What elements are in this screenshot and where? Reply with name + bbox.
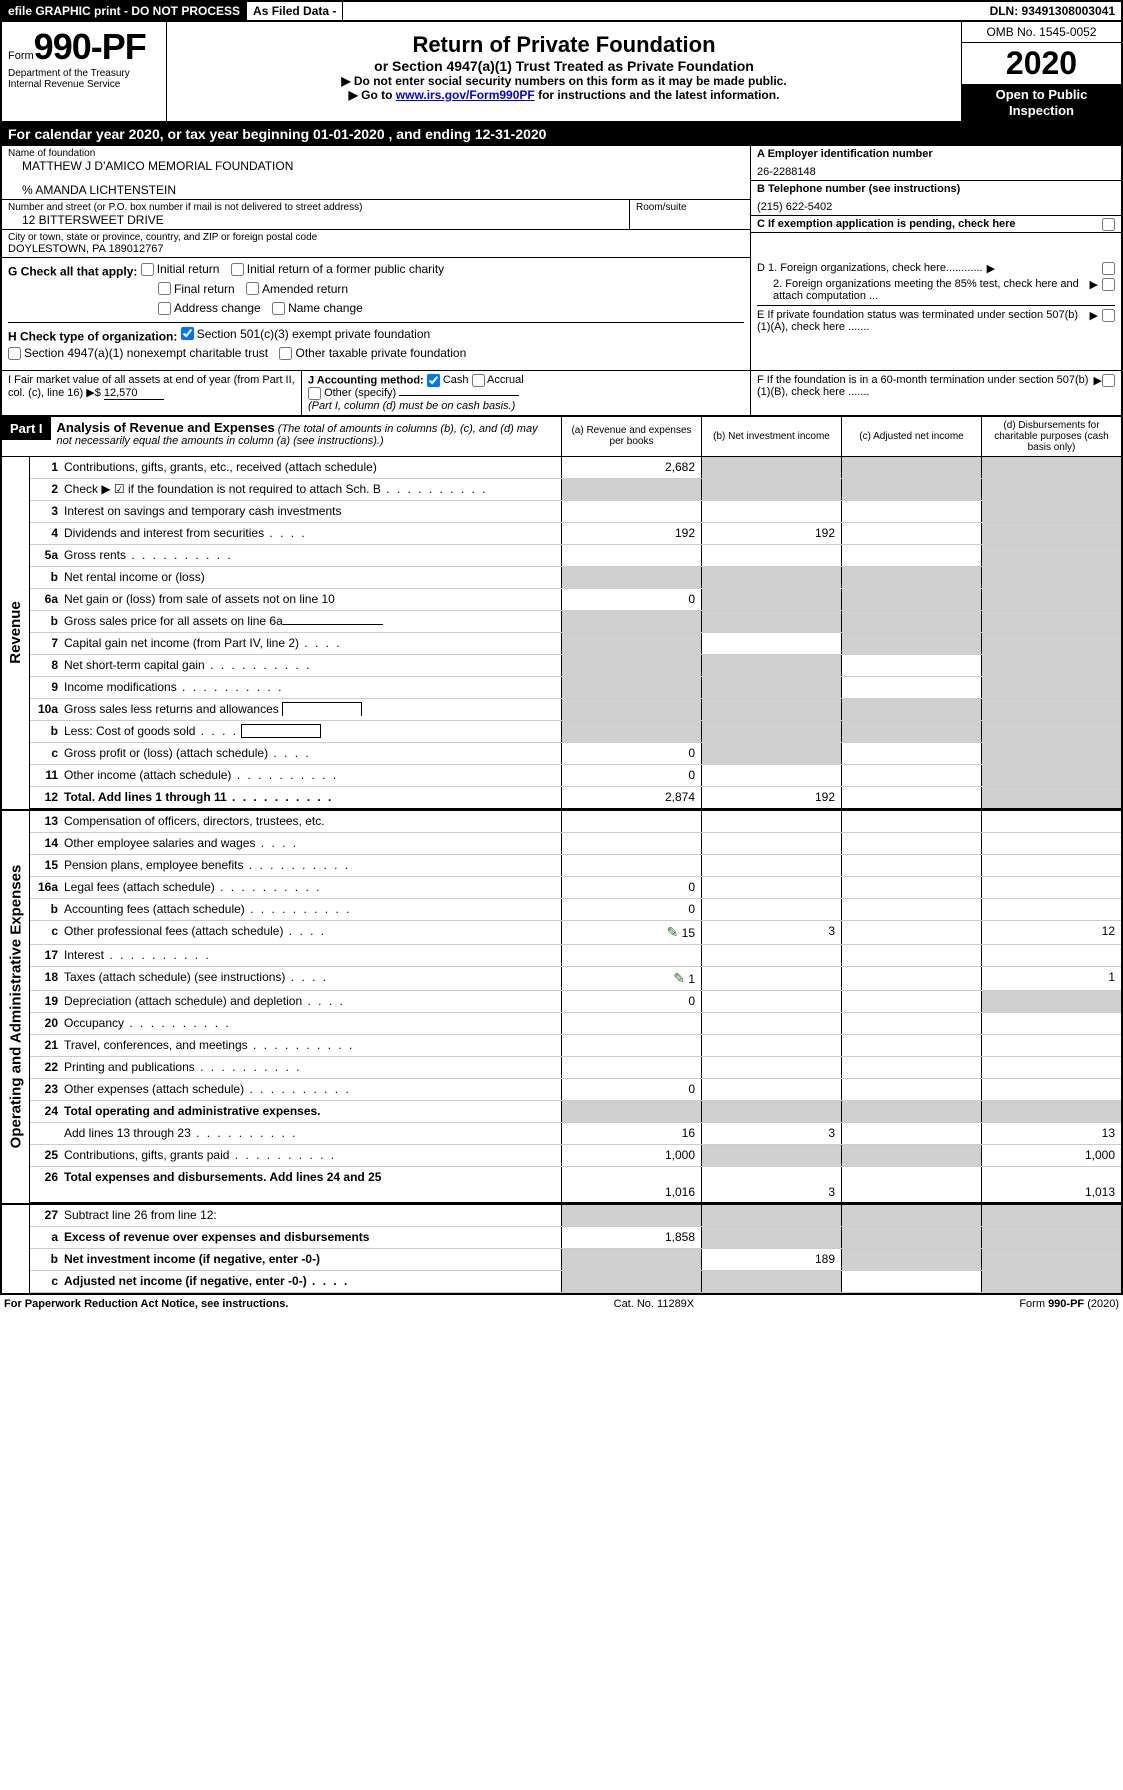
omb-number: OMB No. 1545-0052 [962,22,1121,43]
asfiled-label: As Filed Data - [247,2,343,20]
revenue-section: Revenue 1Contributions, gifts, grants, e… [0,457,1123,811]
h-row: H Check type of organization: Section 50… [8,327,744,344]
public-inspection: Open to Public Inspection [962,84,1121,121]
phone-block: B Telephone number (see instructions) (2… [751,181,1121,216]
g-amended[interactable] [246,282,259,295]
header-left: Form 990-PF Department of the Treasury I… [2,22,167,121]
dept-line1: Department of the Treasury [8,68,160,79]
note-2: ▶ Go to www.irs.gov/Form990PF for instru… [173,88,955,102]
note-1: ▶ Do not enter social security numbers o… [173,74,955,88]
h-4947[interactable] [8,347,21,360]
col-a-head: (a) Revenue and expenses per books [561,417,701,456]
h-501c3[interactable] [181,327,194,340]
h-other[interactable] [279,347,292,360]
dept-line2: Internal Revenue Service [8,79,160,90]
j-other[interactable] [308,387,321,400]
part1-header: Part I Analysis of Revenue and Expenses … [0,417,1123,457]
top-bar: efile GRAPHIC print - DO NOT PROCESS As … [0,0,1123,22]
name-block: Name of foundation MATTHEW J D'AMICO MEM… [2,146,750,200]
g-initial[interactable] [141,263,154,276]
address-block: Number and street (or P.O. box number if… [2,200,750,230]
efile-label: efile GRAPHIC print - DO NOT PROCESS [2,2,247,20]
tax-year: 2020 [962,43,1121,84]
form-title: Return of Private Foundation [173,32,955,58]
j-block: J Accounting method: Cash Accrual Other … [302,371,751,415]
footer-mid: Cat. No. 11289X [614,1298,695,1310]
j-cash[interactable] [427,374,440,387]
part1-label: Part I [2,417,51,440]
dln-label: DLN: 93491308003041 [984,2,1121,20]
footer-right: Form 990-PF (2020) [1019,1298,1119,1310]
f-block: F If the foundation is in a 60-month ter… [751,371,1121,415]
calendar-year-row: For calendar year 2020, or tax year begi… [0,123,1123,146]
f-checkbox[interactable] [1102,374,1115,387]
form-word: Form [8,50,34,62]
revenue-side-label: Revenue [2,457,30,809]
line27-section: 27Subtract line 26 from line 12: aExcess… [0,1205,1123,1295]
form-header: Form 990-PF Department of the Treasury I… [0,22,1123,123]
page-footer: For Paperwork Reduction Act Notice, see … [0,1295,1123,1313]
g-name[interactable] [272,302,285,315]
header-center: Return of Private Foundation or Section … [167,22,961,121]
d2-checkbox[interactable] [1102,278,1115,291]
header-right: OMB No. 1545-0052 2020 Open to Public In… [961,22,1121,121]
expenses-section: Operating and Administrative Expenses 13… [0,811,1123,1205]
expenses-side-label: Operating and Administrative Expenses [2,811,30,1203]
e-checkbox[interactable] [1102,309,1115,322]
g-row: G Check all that apply: Initial return I… [8,262,744,279]
c-checkbox[interactable] [1102,218,1115,231]
col-d-head: (d) Disbursements for charitable purpose… [981,417,1121,456]
entity-info: Name of foundation MATTHEW J D'AMICO MEM… [0,146,1123,258]
pencil-icon: ✎ [673,970,685,986]
j-accrual[interactable] [472,374,485,387]
check-sections: G Check all that apply: Initial return I… [0,258,1123,371]
d1-checkbox[interactable] [1102,262,1115,275]
irs-link[interactable]: www.irs.gov/Form990PF [396,88,535,102]
i-block: I Fair market value of all assets at end… [2,371,302,415]
ij-row: I Fair market value of all assets at end… [0,371,1123,417]
form-subtitle: or Section 4947(a)(1) Trust Treated as P… [173,58,955,74]
c-block: C If exemption application is pending, c… [751,216,1121,233]
pencil-icon: ✎ [667,924,679,940]
col-c-head: (c) Adjusted net income [841,417,981,456]
col-b-head: (b) Net investment income [701,417,841,456]
g-final[interactable] [158,282,171,295]
city-block: City or town, state or province, country… [2,230,750,258]
form-number: 990-PF [34,26,146,68]
g-address[interactable] [158,302,171,315]
ein-block: A Employer identification number 26-2288… [751,146,1121,181]
g-initial-former[interactable] [231,263,244,276]
footer-left: For Paperwork Reduction Act Notice, see … [4,1298,288,1310]
